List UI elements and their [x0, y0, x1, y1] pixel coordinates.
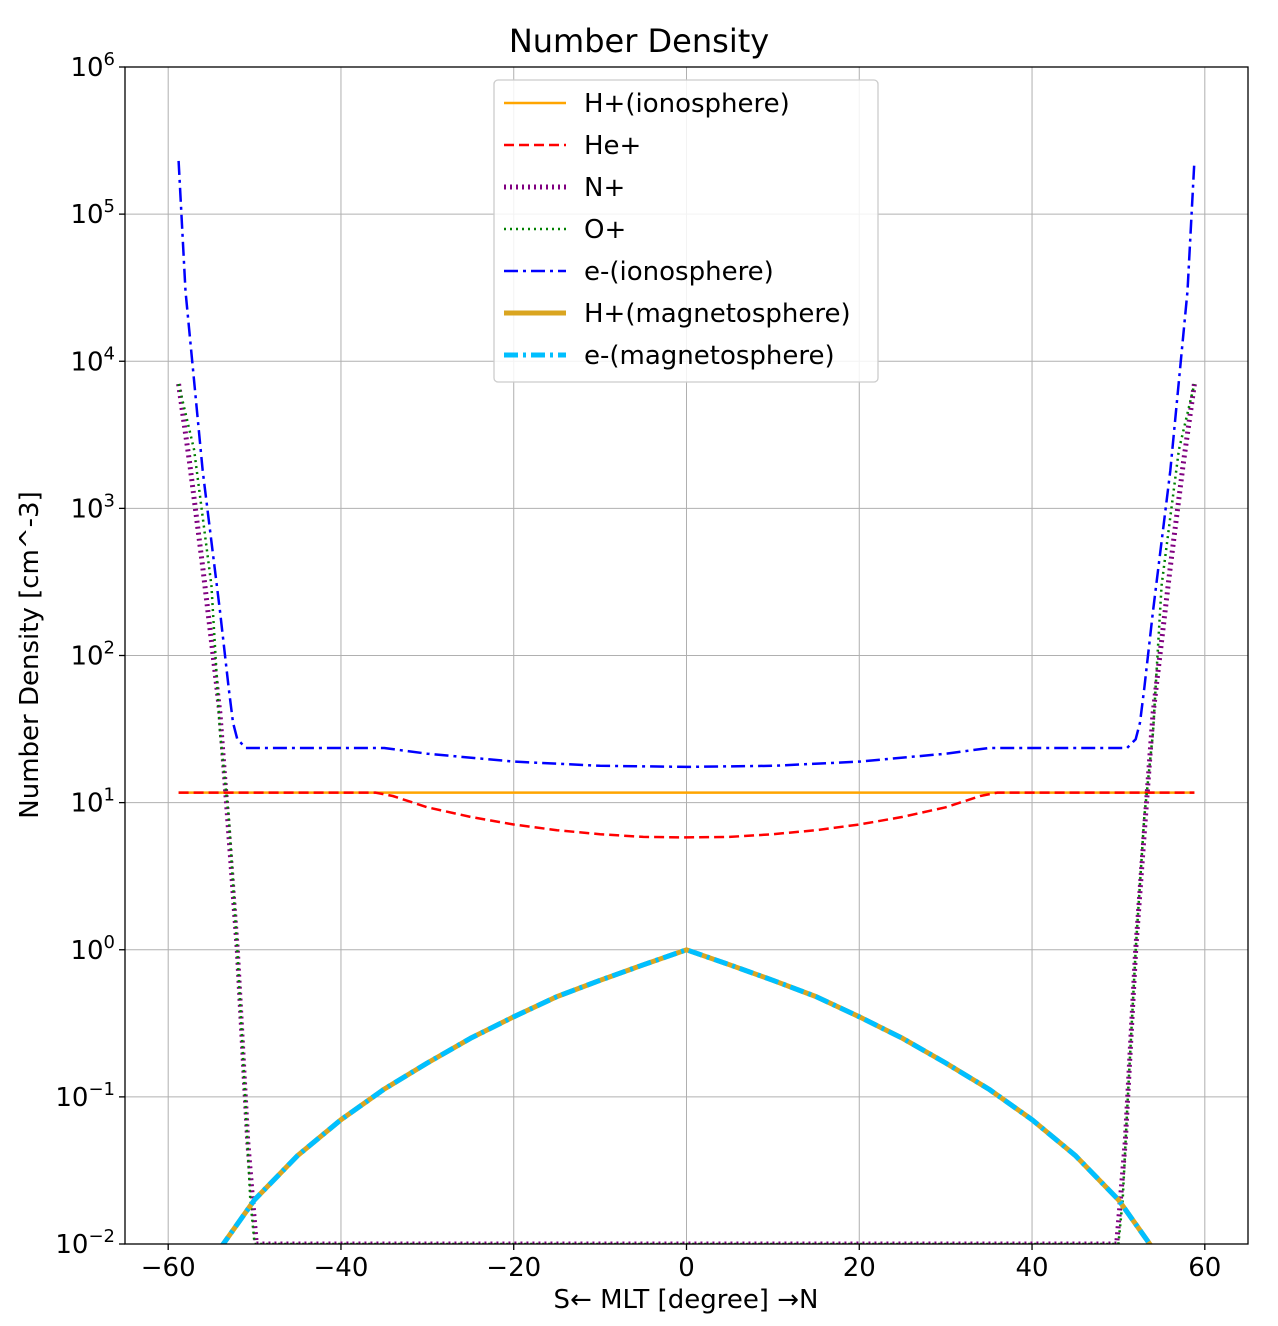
y-tick-label: 101 — [70, 785, 115, 819]
legend-frame — [493, 79, 879, 383]
x-tick-label: −60 — [141, 1253, 196, 1283]
x-tick-label: 0 — [678, 1253, 695, 1283]
legend-label: H+(ionosphere) — [584, 89, 790, 119]
x-axis-label: S← MLT [degree] →N — [554, 1285, 819, 1315]
y-tick-label: 104 — [70, 343, 115, 377]
legend-label: He+ — [584, 131, 641, 161]
y-axis-label: Number Density [cm^-3] — [15, 491, 45, 818]
chart-title: Number Density — [509, 22, 769, 60]
x-tick-label: −20 — [486, 1253, 541, 1283]
y-tick-label: 105 — [70, 196, 115, 230]
y-axis-ticks: 10−2 10−1 100 101 102 103 104 105 106 — [55, 49, 125, 1260]
legend-label: N+ — [584, 173, 625, 203]
x-tick-label: −40 — [314, 1253, 369, 1283]
series-line-e-ionosphere — [177, 160, 1196, 769]
y-tick-label: 10−1 — [55, 1079, 115, 1113]
y-tick-label: 102 — [70, 638, 115, 672]
x-axis-ticks: −60 −40 −20 0 20 40 60 — [141, 1244, 1221, 1283]
y-tick-label: 100 — [70, 932, 115, 966]
legend-label: H+(magnetosphere) — [584, 299, 851, 329]
x-tick-label: 40 — [1015, 1253, 1048, 1283]
series-layer — [176, 160, 1197, 1244]
y-tick-label: 103 — [70, 490, 115, 524]
series-line-he — [178, 791, 1195, 839]
series-line-h-magnetosphere — [220, 947, 1153, 1244]
x-tick-label: 60 — [1188, 1253, 1221, 1283]
y-tick-label: 106 — [70, 49, 115, 83]
legend-label: O+ — [584, 215, 626, 245]
legend: H+(ionosphere) He+ N+ O+ e-(ionosphere) H+(ma… — [493, 79, 879, 383]
legend-label: e-(magnetosphere) — [584, 341, 835, 371]
y-tick-label: 10−2 — [55, 1226, 115, 1260]
legend-label: e-(ionosphere) — [584, 257, 774, 287]
x-tick-label: 20 — [843, 1253, 876, 1283]
